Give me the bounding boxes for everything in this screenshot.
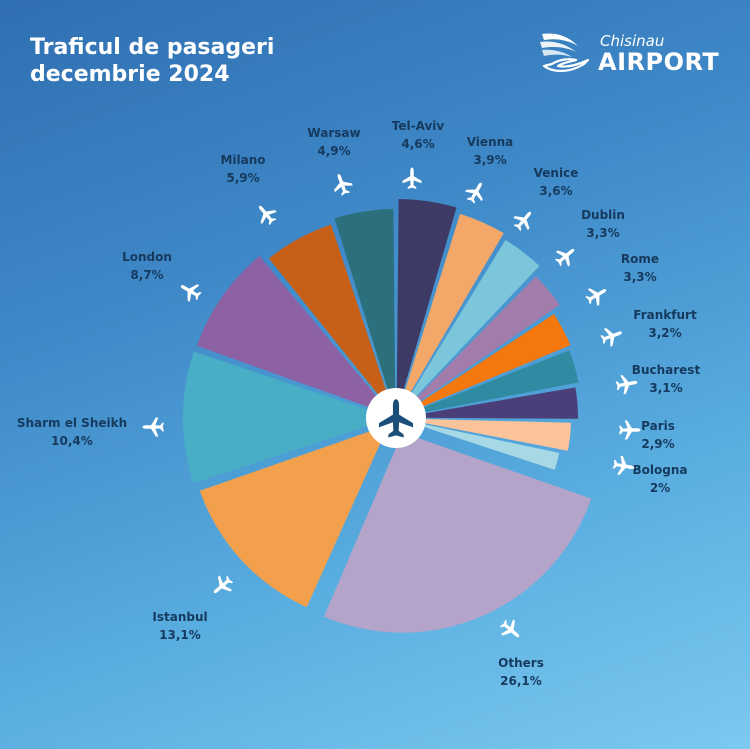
- slice-label-value: 8,7%: [130, 268, 163, 282]
- pie-slices: [183, 199, 592, 633]
- slice-label-value: 10,4%: [51, 434, 93, 448]
- slice-label-value: 3,3%: [586, 226, 619, 240]
- slice-label-name: Sharm el Sheikh: [17, 416, 127, 430]
- slice-label-name: Rome: [621, 252, 659, 266]
- pie-slice-others: [324, 432, 592, 633]
- airport-logo: Chisinau AIRPORT: [538, 26, 728, 78]
- slice-label-name: Vienna: [467, 135, 514, 149]
- slice-label-value: 13,1%: [159, 628, 201, 642]
- slice-label-name: Bucharest: [632, 363, 701, 377]
- airplane-icon: [142, 417, 164, 437]
- slice-label-value: 4,6%: [401, 137, 434, 151]
- pie-slice-london: [196, 255, 393, 416]
- slice-label-name: Istanbul: [152, 610, 207, 624]
- airplane-icon: [180, 284, 202, 302]
- pie-slice-frankfurt: [399, 350, 579, 417]
- slice-label-name: Others: [498, 656, 544, 670]
- pie-slice-tel-aviv: [396, 199, 457, 415]
- airplane-icon: [615, 375, 638, 395]
- slice-label-name: Milano: [220, 153, 265, 167]
- airplane-icon: [513, 211, 532, 232]
- airplane-icon: [379, 399, 413, 438]
- pie-slice-sharm-el-sheikh: [183, 351, 393, 484]
- pie-slice-milano: [268, 224, 395, 415]
- slice-label-name: Tel-Aviv: [392, 119, 445, 133]
- title-line-1: Traficul de pasageri: [30, 35, 275, 60]
- slice-label-value: 3,2%: [648, 326, 681, 340]
- airplane-icon: [402, 167, 422, 189]
- chart-title: Traficul de pasageri decembrie 2024: [30, 34, 330, 88]
- airplane-icon: [585, 288, 607, 306]
- slice-label-value: 3,1%: [649, 381, 682, 395]
- slice-labels: Tel-Aviv 4,6% Vienna 3,9% Venice 3,6% Dublin 3,…: [17, 119, 701, 688]
- airplane-icon: [612, 455, 635, 475]
- slice-label-value: 5,9%: [226, 171, 259, 185]
- slice-label-value: 3,3%: [623, 270, 656, 284]
- pie-slice-bologna: [399, 419, 560, 470]
- logo-airport-text: AIRPORT: [598, 48, 720, 76]
- airplane-icon: [213, 575, 234, 594]
- airplane-icon: [334, 174, 353, 196]
- wings-hand-icon: [540, 33, 590, 73]
- slice-label-name: London: [122, 250, 172, 264]
- slice-label-value: 2,9%: [641, 437, 674, 451]
- slice-label-name: Warsaw: [307, 126, 360, 140]
- center-airplane-icon: [379, 399, 413, 438]
- pie-slice-vienna: [397, 213, 504, 415]
- title-line-2: decembrie 2024: [30, 62, 230, 87]
- slice-label-name: Venice: [534, 166, 579, 180]
- slice-label-name: Bologna: [633, 463, 688, 477]
- pie-slice-warsaw: [334, 209, 396, 415]
- airplane-icon: [465, 182, 483, 204]
- slice-label-name: Paris: [641, 419, 675, 433]
- airplane-icon: [619, 420, 641, 440]
- airplane-icon: [499, 619, 520, 638]
- airplane-icon: [600, 328, 622, 347]
- label-plane-icons: [142, 167, 641, 638]
- pie-slice-istanbul: [199, 424, 389, 608]
- slice-label-value: 3,9%: [473, 153, 506, 167]
- pie-slice-venice: [398, 239, 540, 415]
- slice-label-value: 3,6%: [539, 184, 572, 198]
- airplane-icon: [554, 248, 575, 267]
- center-badge: [366, 388, 426, 448]
- airplane-icon: [258, 205, 277, 226]
- pie-slice-dublin: [399, 276, 560, 416]
- pie-slice-bucharest: [399, 387, 578, 419]
- slice-label-value: 2%: [650, 481, 670, 495]
- pie-slice-paris: [399, 418, 571, 451]
- slice-label-name: Frankfurt: [633, 308, 697, 322]
- pie-slice-rome: [399, 314, 571, 417]
- logo-city-text: Chisinau: [600, 32, 665, 50]
- slice-label-name: Dublin: [581, 208, 625, 222]
- slice-label-value: 26,1%: [500, 674, 542, 688]
- slice-label-value: 4,9%: [317, 144, 350, 158]
